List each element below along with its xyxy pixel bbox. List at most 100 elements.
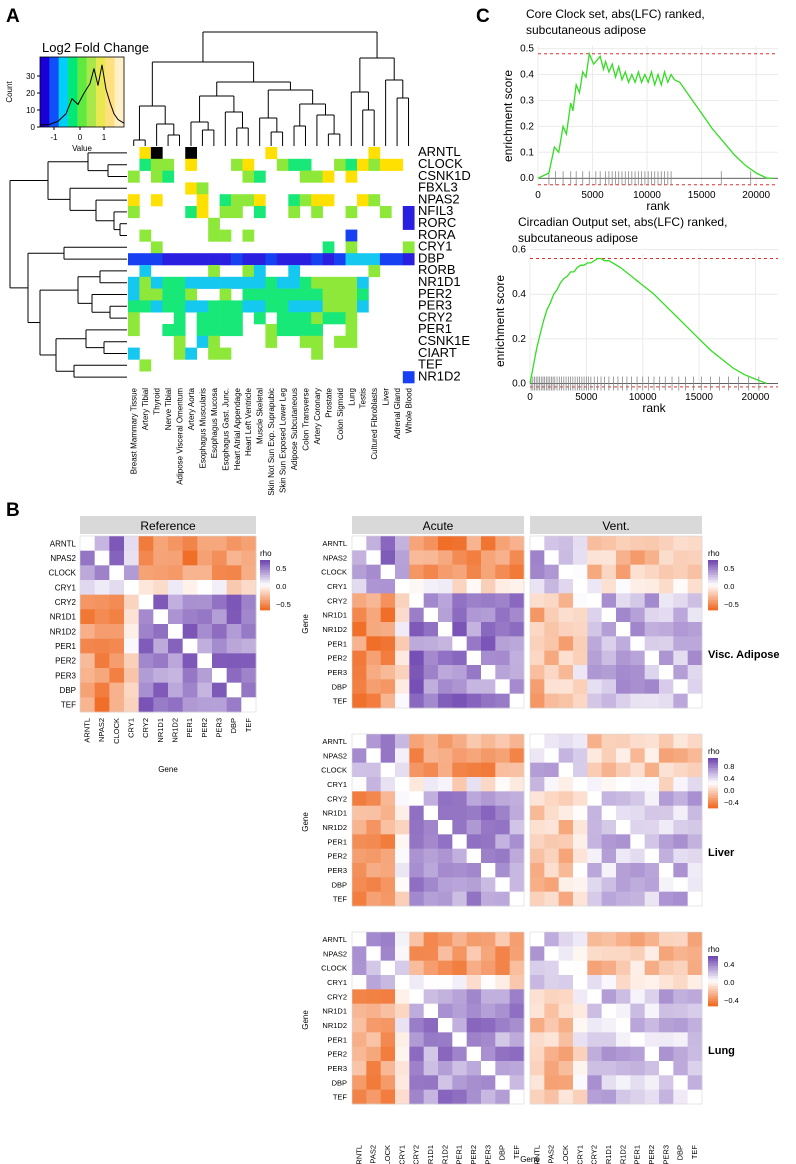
- correlation-cell: [530, 693, 545, 709]
- correlation-cell: [226, 565, 242, 581]
- heatmap-cell: [242, 265, 255, 278]
- chart-title: Circadian Output set, abs(LFC) ranked,: [518, 215, 727, 229]
- y-tick-label: 0.1: [520, 147, 534, 158]
- correlation-cell: [530, 820, 545, 835]
- correlation-cell: [659, 891, 674, 907]
- heatmap-cell: [196, 276, 209, 289]
- correlation-cell: [495, 805, 511, 821]
- correlation-cell: [644, 762, 660, 778]
- correlation-cell: [587, 1018, 603, 1033]
- correlation-cell: [601, 1046, 617, 1062]
- correlation-cell: [438, 877, 453, 893]
- heatmap-cell: [185, 158, 197, 171]
- row-gene-label: ARNTL: [322, 935, 347, 944]
- correlation-cell: [530, 1003, 545, 1019]
- x-tick-label: 5000: [581, 190, 604, 201]
- correlation-cell: [495, 975, 511, 990]
- correlation-cell: [495, 1075, 511, 1091]
- tissue-name: Visc. Adipose: [708, 649, 780, 661]
- col-gene-label: PER2: [200, 718, 209, 738]
- correlation-cell: [352, 564, 367, 580]
- rho-legend-band: [708, 978, 718, 982]
- correlation-cell: [630, 607, 646, 623]
- correlation-cell: [630, 579, 646, 594]
- correlation-cell: [687, 863, 703, 878]
- correlation-cell: [558, 932, 574, 947]
- correlation-cell: [673, 734, 689, 749]
- correlation-cell: [212, 638, 228, 654]
- correlation-cell: [544, 891, 560, 907]
- heatmap-cell: [253, 300, 266, 313]
- correlation-cell: [687, 877, 703, 893]
- correlation-cell: [558, 650, 574, 666]
- gene-label: NR1D1: [418, 274, 461, 289]
- correlation-cell: [558, 748, 574, 764]
- y-axis-title: Gene: [301, 614, 310, 634]
- rho-legend-tick: 0.5: [276, 564, 286, 573]
- correlation-cell: [673, 1075, 689, 1091]
- correlation-cell: [80, 653, 96, 669]
- correlation-cell: [438, 636, 453, 652]
- row-gene-label: TEF: [61, 701, 76, 710]
- correlation-cell: [509, 946, 525, 962]
- correlation-cell: [352, 650, 367, 666]
- correlation-cell: [687, 777, 703, 792]
- correlation-cell: [466, 607, 482, 623]
- correlation-cell: [644, 564, 660, 580]
- rho-legend-title: rho: [708, 945, 720, 954]
- correlation-cell: [659, 848, 674, 864]
- rho-legend-band: [260, 560, 270, 563]
- row-gene-label: PER2: [327, 852, 347, 861]
- correlation-cell: [153, 609, 169, 625]
- correlation-cell: [644, 891, 660, 907]
- correlation-cell: [509, 777, 525, 792]
- heatmap-cell: [357, 158, 369, 171]
- correlation-cell: [673, 777, 689, 792]
- correlation-cell: [573, 1018, 588, 1033]
- correlation-cell: [659, 1003, 674, 1019]
- correlation-cell: [495, 762, 511, 778]
- correlation-cell: [168, 580, 184, 596]
- correlation-cell: [366, 863, 382, 878]
- correlation-cell: [241, 594, 257, 610]
- correlation-cell: [659, 550, 674, 566]
- correlation-cell: [673, 848, 689, 864]
- correlation-cell: [544, 579, 560, 594]
- correlation-cell: [452, 891, 468, 907]
- correlation-cell: [241, 550, 257, 566]
- correlation-cell: [544, 1032, 560, 1048]
- correlation-cell: [481, 693, 496, 709]
- correlation-cell: [644, 791, 660, 807]
- panel-border: [79, 535, 257, 713]
- correlation-cell: [601, 932, 617, 947]
- correlation-cell: [182, 550, 198, 566]
- correlation-cell: [409, 1089, 425, 1105]
- correlation-cell: [558, 1089, 574, 1105]
- heatmap-cell: [242, 194, 255, 207]
- gene-label: DBP: [418, 250, 445, 265]
- correlation-cell: [168, 682, 184, 698]
- correlation-cell: [673, 593, 689, 609]
- correlation-cell: [241, 609, 257, 625]
- correlation-cell: [558, 877, 574, 893]
- correlation-cell: [544, 791, 560, 807]
- correlation-cell: [673, 748, 689, 764]
- heatmap-cell: [288, 276, 301, 289]
- correlation-cell: [673, 932, 689, 947]
- heatmap-cell: [219, 288, 232, 301]
- rho-legend-band: [708, 600, 718, 603]
- heatmap-cell: [299, 158, 312, 171]
- correlation-cell: [380, 762, 396, 778]
- heatmap-cell: [231, 194, 243, 207]
- heatmap-cell: [265, 335, 278, 348]
- gene-label: CSNK1D: [418, 168, 471, 183]
- correlation-cell: [409, 1018, 425, 1033]
- correlation-cell: [558, 805, 574, 821]
- correlation-cell: [366, 877, 382, 893]
- correlation-cell: [409, 579, 425, 594]
- correlation-cell: [509, 1032, 525, 1048]
- correlation-cell: [452, 975, 468, 990]
- correlation-cell: [352, 777, 367, 792]
- heatmap-cell: [265, 288, 278, 301]
- correlation-cell: [380, 863, 396, 878]
